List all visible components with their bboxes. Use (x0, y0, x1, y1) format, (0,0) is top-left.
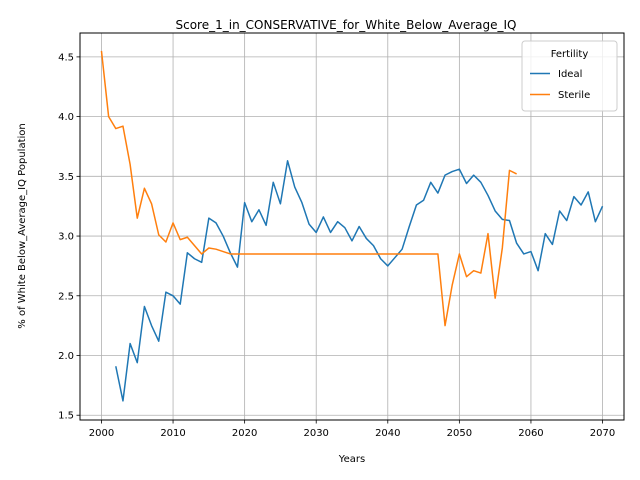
series-line-sterile (100, 50, 517, 327)
x-tick-label: 2030 (303, 428, 328, 439)
series-layer (100, 50, 604, 402)
x-tick-label: 2000 (89, 428, 114, 439)
plot-frame (79, 32, 625, 421)
y-tick-label: 3.5 (58, 172, 74, 183)
x-axis: 2000 2010 2020 2030 2040 2050 2060 2070 (89, 420, 615, 439)
x-tick-label: 2020 (232, 428, 257, 439)
x-tick-label: 2040 (375, 428, 400, 439)
y-axis-label: % of White Below_Average_IQ Population (17, 123, 28, 328)
x-tick-label: 2010 (160, 428, 185, 439)
legend-label-ideal: Ideal (558, 69, 582, 80)
x-axis-label: Years (338, 454, 365, 465)
y-tick-label: 2.5 (58, 291, 74, 302)
y-tick-label: 4.0 (58, 112, 74, 123)
y-axis: 1.5 2.0 2.5 3.0 3.5 4.0 4.5 (58, 52, 80, 422)
y-tick-label: 3.0 (58, 232, 74, 243)
series-line-ideal (115, 160, 604, 402)
chart-title: Score_1_in_CONSERVATIVE_for_White_Below_… (175, 18, 516, 32)
legend: Fertility Ideal Sterile (521, 40, 618, 112)
y-tick-label: 2.0 (58, 351, 74, 362)
y-tick-label: 1.5 (58, 411, 74, 422)
x-tick-label: 2070 (590, 428, 615, 439)
legend-title: Fertility (551, 49, 589, 60)
y-tick-label: 4.5 (58, 52, 74, 63)
x-tick-label: 2050 (447, 428, 472, 439)
legend-label-sterile: Sterile (558, 90, 590, 101)
x-tick-label: 2060 (518, 428, 543, 439)
legend-box (521, 40, 618, 112)
